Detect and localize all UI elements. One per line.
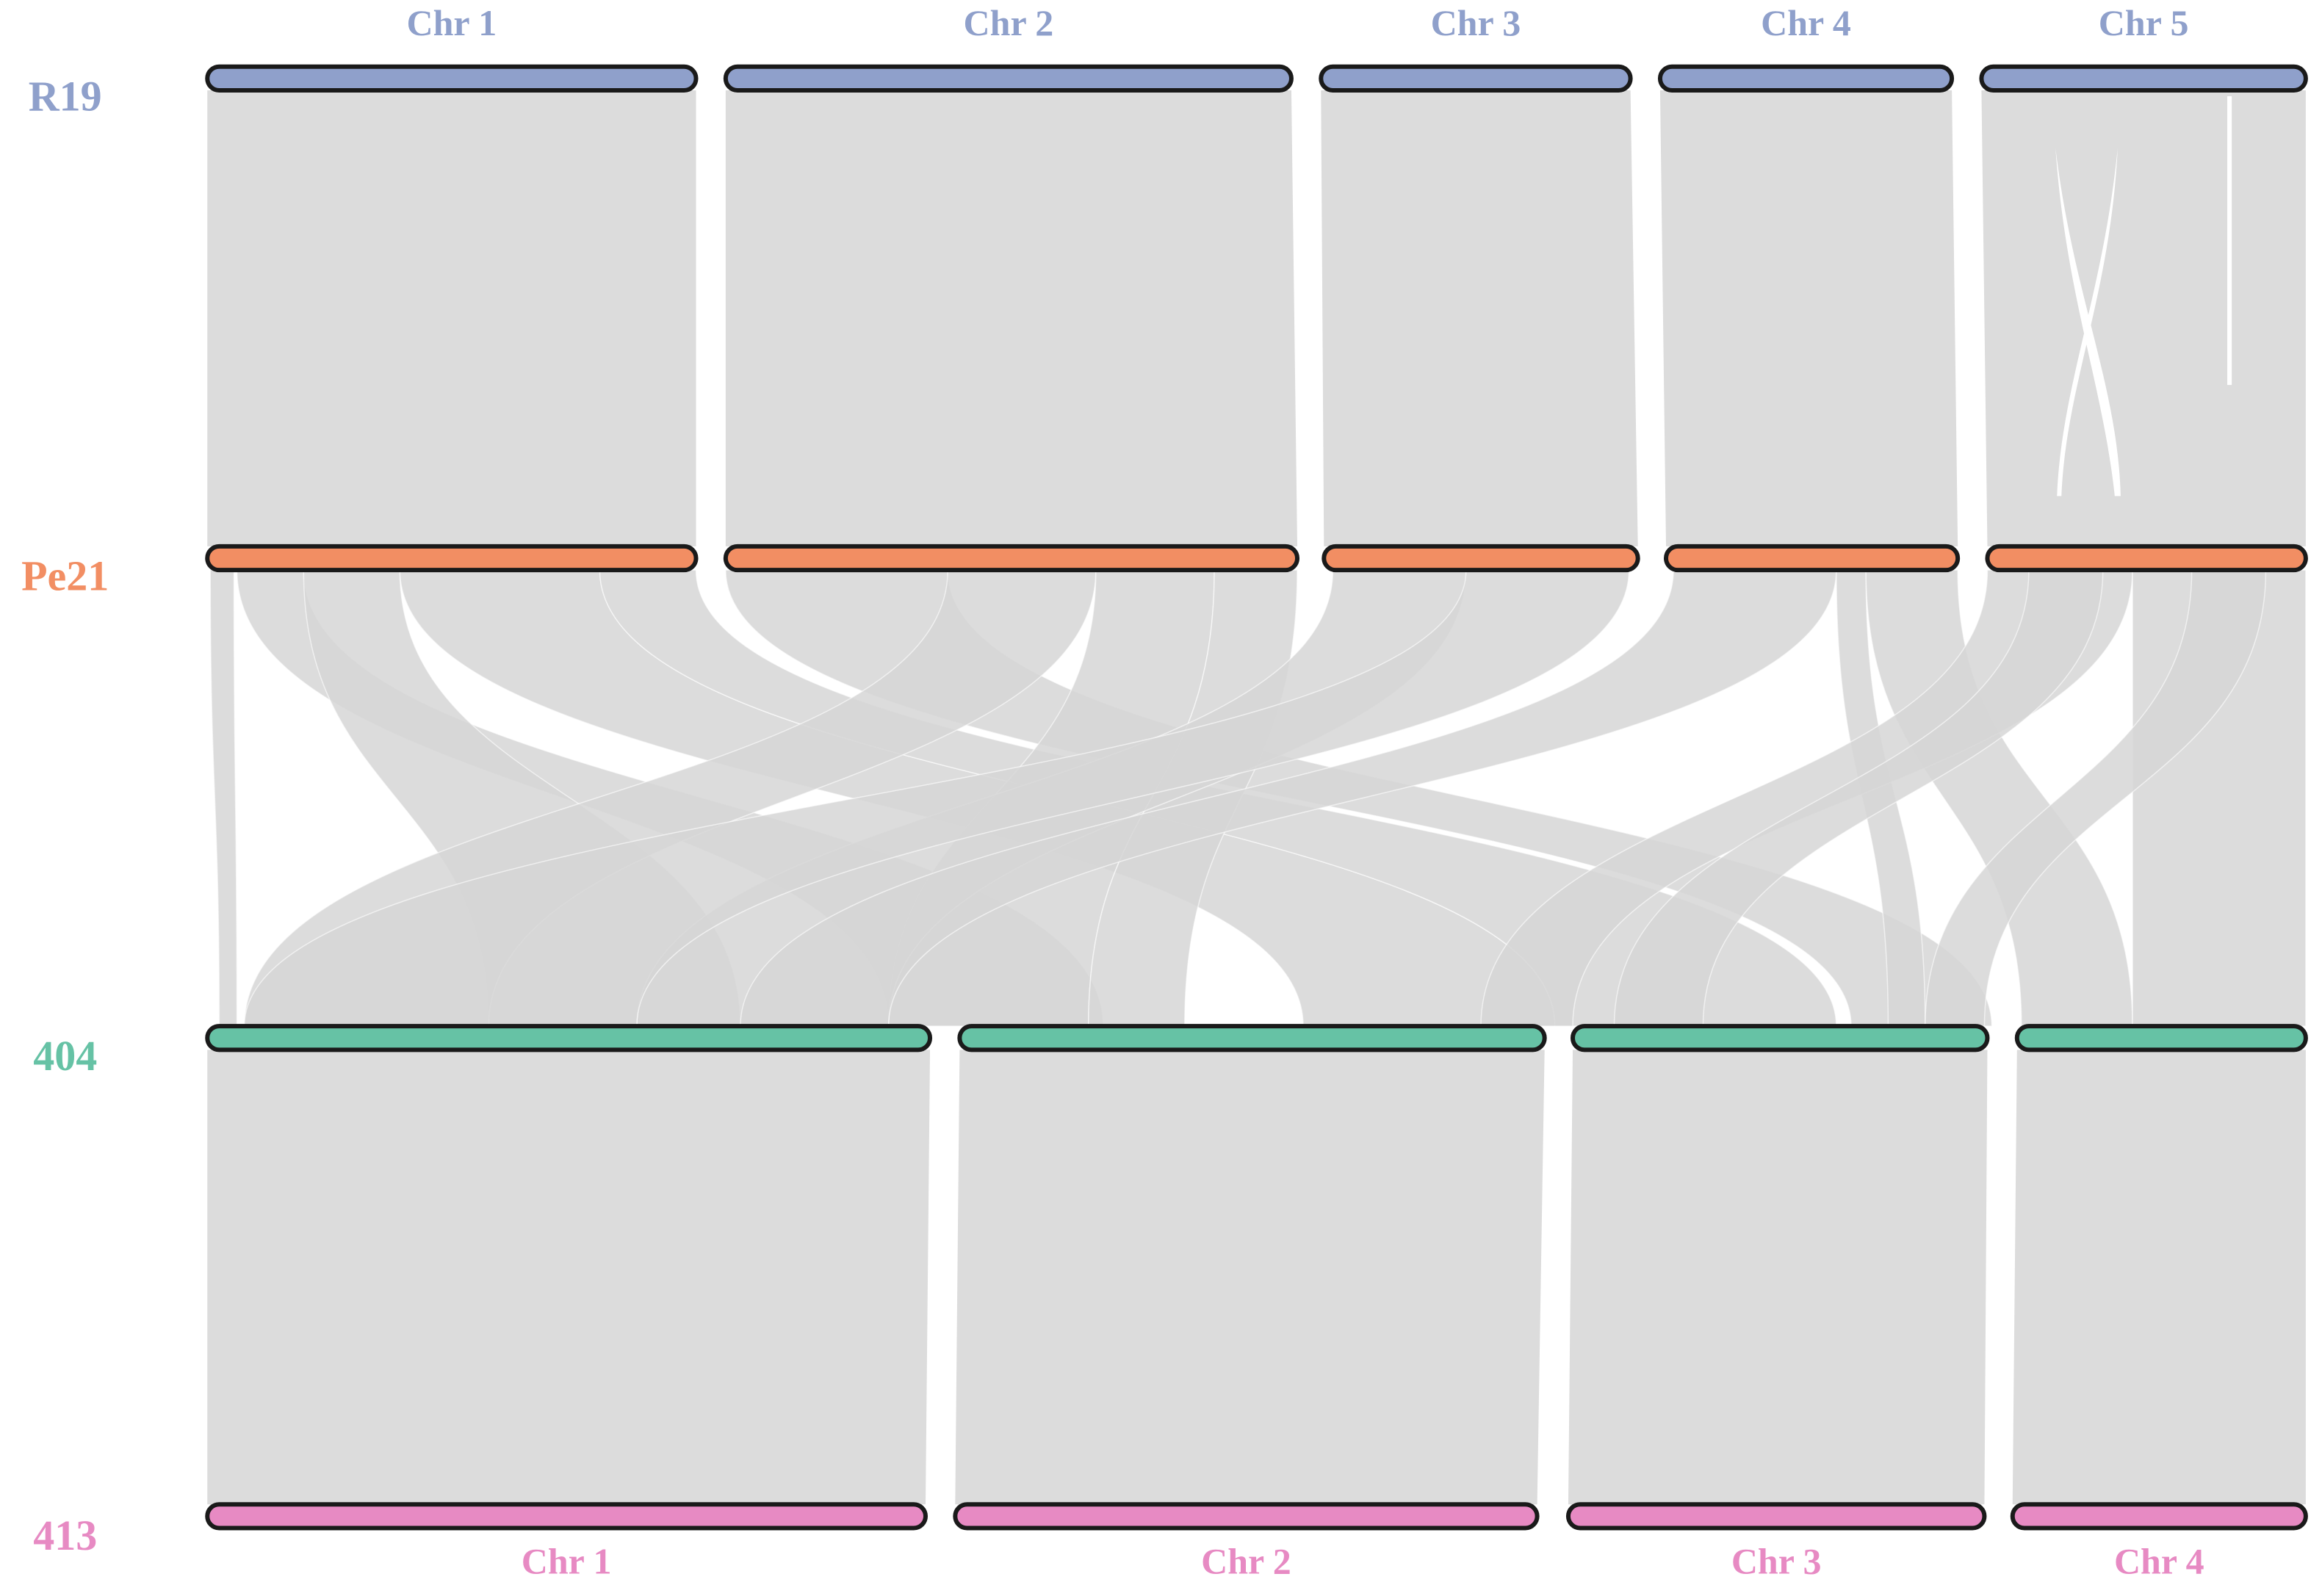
chromosome-bar bbox=[2010, 1502, 2308, 1531]
chromosome-bar bbox=[205, 1502, 928, 1531]
genome-track: 413 Chr 1 Chr 2 Chr 3 Chr 4 bbox=[33, 1502, 2308, 1581]
genome-label: R19 bbox=[29, 72, 102, 120]
chromosome-bar bbox=[1570, 1024, 1990, 1052]
genome-label: Pe21 bbox=[21, 552, 109, 600]
chromosome-label: Chr 5 bbox=[2099, 2, 2189, 43]
collinear-block bbox=[207, 1050, 931, 1505]
chromosome-label: Chr 3 bbox=[1431, 2, 1521, 43]
gap-line bbox=[2227, 96, 2232, 386]
synteny-blocks bbox=[207, 90, 2306, 1505]
collinear-block bbox=[1321, 90, 1638, 546]
chromosome-label: Chr 1 bbox=[407, 2, 497, 43]
chromosome-label: Chr 3 bbox=[1731, 1540, 1822, 1581]
synteny-ribbons bbox=[209, 569, 2307, 1027]
chromosome-label: Chr 1 bbox=[522, 1540, 612, 1581]
collinear-block bbox=[207, 90, 696, 546]
genome-track: Pe21 bbox=[21, 544, 2308, 600]
genome-label: 404 bbox=[33, 1032, 97, 1080]
ribbon bbox=[1925, 569, 2267, 1027]
collinear-block bbox=[1568, 1050, 1988, 1505]
chromosome-bar bbox=[957, 1024, 1547, 1052]
chromosome-bar bbox=[1657, 64, 1955, 93]
chromosome-bar bbox=[205, 544, 699, 573]
inversion bbox=[2055, 96, 2232, 497]
chromosome-bar bbox=[953, 1502, 1540, 1531]
chromosome-bar bbox=[723, 64, 1294, 93]
chromosome-bar bbox=[1565, 1502, 1987, 1531]
collinear-block bbox=[955, 1050, 1545, 1505]
collinear-block bbox=[725, 90, 1298, 546]
chromosome-bar bbox=[2014, 1024, 2308, 1052]
genome-label: 413 bbox=[33, 1512, 97, 1559]
chromosome-bar bbox=[205, 1024, 933, 1052]
chromosome-label: Chr 2 bbox=[1201, 1540, 1291, 1581]
collinear-block bbox=[1981, 90, 2306, 546]
chromosome-bar bbox=[723, 544, 1300, 573]
genome-track: 404 bbox=[33, 1024, 2308, 1080]
chromosome-bar bbox=[1319, 64, 1633, 93]
chromosome-bar bbox=[205, 64, 699, 93]
ribbon bbox=[209, 569, 238, 1027]
chromosome-bar bbox=[1322, 544, 1640, 573]
collinear-block bbox=[1659, 90, 1958, 546]
chromosome-label: Chr 2 bbox=[964, 2, 1054, 43]
chromosome-bar bbox=[1979, 64, 2308, 93]
genome-track: R19 Chr 1 Chr 2 Chr 3 Chr 4 Chr 5 bbox=[29, 2, 2308, 120]
chromosome-label: Chr 4 bbox=[1761, 2, 1851, 43]
collinear-block bbox=[2012, 1050, 2306, 1505]
chromosome-bar bbox=[1664, 544, 1961, 573]
chromosome-label: Chr 4 bbox=[2114, 1540, 2204, 1581]
chromosome-bar bbox=[1985, 544, 2308, 573]
inversion-gap bbox=[2057, 148, 2118, 497]
